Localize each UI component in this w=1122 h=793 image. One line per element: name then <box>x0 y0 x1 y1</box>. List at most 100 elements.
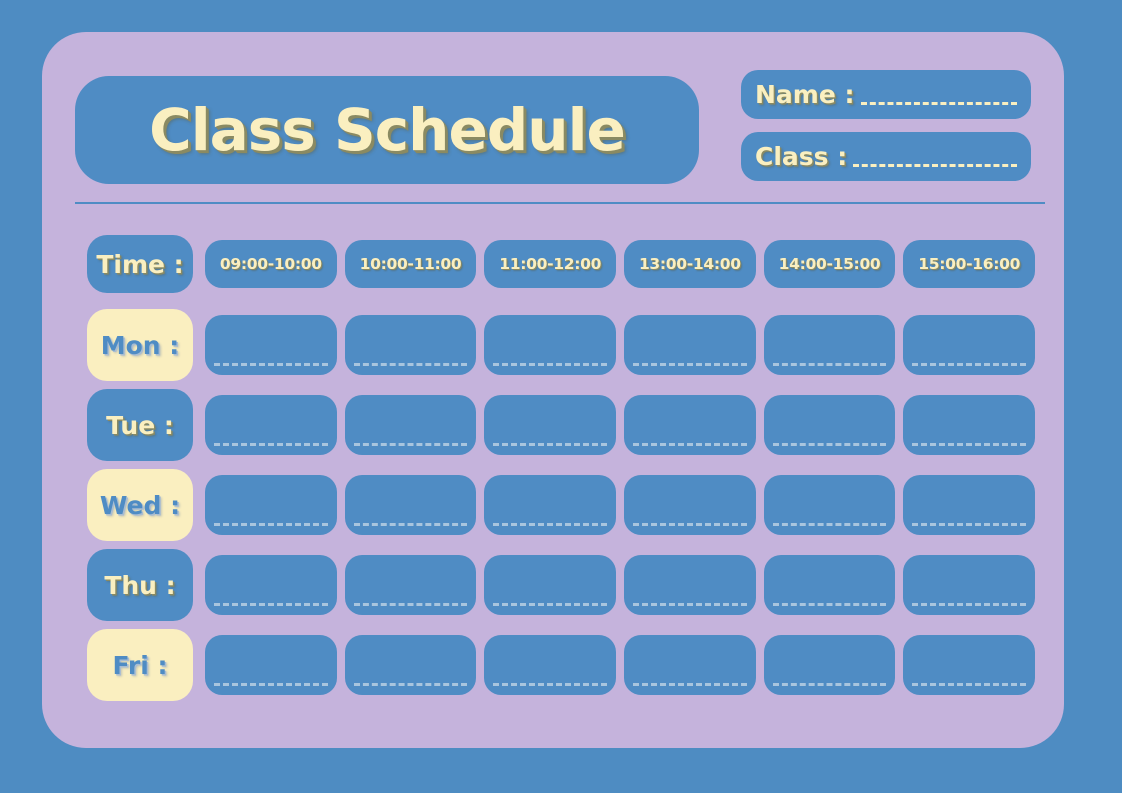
day-label-text: Wed : <box>99 490 181 520</box>
entry-cell[interactable] <box>763 475 896 535</box>
entry-cell[interactable] <box>344 555 477 615</box>
entry-cell[interactable] <box>344 395 477 455</box>
entry-writeline <box>772 363 887 366</box>
time-slot-label: 13:00-14:00 <box>638 255 741 273</box>
class-field-label: Class : <box>755 142 848 171</box>
title-banner: Class Schedule <box>75 76 699 184</box>
entry-cell[interactable] <box>484 395 617 455</box>
time-slot-1: 10:00-11:00 <box>344 240 477 288</box>
entry-cell[interactable] <box>344 475 477 535</box>
entry-writeline <box>353 683 468 686</box>
entry-writeline <box>772 443 887 446</box>
day-entry-list-wed <box>205 467 1036 547</box>
schedule-grid: Time : 09:00-10:00 10:00-11:00 11:00-12:… <box>87 227 1036 707</box>
entry-writeline <box>214 683 328 686</box>
entry-writeline <box>912 603 1027 606</box>
entry-cell[interactable] <box>624 315 756 375</box>
entry-cell[interactable] <box>205 475 337 535</box>
time-slot-list: 09:00-10:00 10:00-11:00 11:00-12:00 13:0… <box>205 227 1036 307</box>
day-label-text: Tue : <box>106 410 174 440</box>
entry-cell[interactable] <box>763 635 896 695</box>
entry-writeline <box>493 443 608 446</box>
entry-writeline <box>353 523 468 526</box>
entry-writeline <box>912 443 1027 446</box>
time-slot-5: 15:00-16:00 <box>903 240 1036 288</box>
entry-cell[interactable] <box>205 395 337 455</box>
entry-cell[interactable] <box>624 555 756 615</box>
name-field-writeline[interactable] <box>860 101 1017 105</box>
entry-writeline <box>493 523 608 526</box>
day-row-fri: Fri : <box>87 627 1036 707</box>
entry-writeline <box>353 603 468 606</box>
time-slot-4: 14:00-15:00 <box>763 240 896 288</box>
schedule-card: Class Schedule Name : Class : Time : 09:… <box>42 32 1064 748</box>
entry-writeline <box>633 603 747 606</box>
entry-writeline <box>214 523 328 526</box>
entry-cell[interactable] <box>763 395 896 455</box>
entry-writeline <box>493 683 608 686</box>
entry-writeline <box>912 523 1027 526</box>
entry-cell[interactable] <box>344 635 477 695</box>
day-row-thu: Thu : <box>87 547 1036 627</box>
time-slot-label: 10:00-11:00 <box>359 255 462 273</box>
entry-cell[interactable] <box>763 315 896 375</box>
entry-cell[interactable] <box>484 475 617 535</box>
day-label-thu: Thu : <box>87 549 193 621</box>
entry-writeline <box>493 363 608 366</box>
entry-writeline <box>214 443 328 446</box>
entry-cell[interactable] <box>903 475 1036 535</box>
time-header-label: Time : <box>87 235 193 293</box>
entry-writeline <box>633 683 747 686</box>
day-entry-list-tue <box>205 387 1036 467</box>
name-field[interactable]: Name : <box>741 70 1031 119</box>
entry-cell[interactable] <box>903 635 1036 695</box>
day-label-wed: Wed : <box>87 469 193 541</box>
class-field[interactable]: Class : <box>741 132 1031 181</box>
entry-writeline <box>772 683 887 686</box>
entry-cell[interactable] <box>344 315 477 375</box>
entry-cell[interactable] <box>205 315 337 375</box>
entry-cell[interactable] <box>763 555 896 615</box>
entry-writeline <box>633 363 747 366</box>
entry-writeline <box>214 363 328 366</box>
day-label-text: Thu : <box>104 570 176 600</box>
entry-writeline <box>772 523 887 526</box>
name-field-label: Name : <box>755 80 855 109</box>
entry-cell[interactable] <box>205 635 337 695</box>
day-row-tue: Tue : <box>87 387 1036 467</box>
entry-cell[interactable] <box>205 555 337 615</box>
entry-cell[interactable] <box>484 635 617 695</box>
day-entry-list-thu <box>205 547 1036 627</box>
entry-cell[interactable] <box>624 475 756 535</box>
time-slot-label: 15:00-16:00 <box>918 255 1021 273</box>
entry-cell[interactable] <box>624 395 756 455</box>
time-slot-0: 09:00-10:00 <box>205 240 337 288</box>
day-label-fri: Fri : <box>87 629 193 701</box>
entry-cell[interactable] <box>903 395 1036 455</box>
entry-cell[interactable] <box>484 315 617 375</box>
time-slot-2: 11:00-12:00 <box>484 240 617 288</box>
entry-writeline <box>633 443 747 446</box>
day-label-text: Fri : <box>112 650 168 680</box>
schedule-header: Class Schedule Name : Class : <box>75 70 1031 195</box>
day-row-wed: Wed : <box>87 467 1036 547</box>
entry-cell[interactable] <box>903 555 1036 615</box>
entry-cell[interactable] <box>624 635 756 695</box>
day-row-mon: Mon : <box>87 307 1036 387</box>
entry-writeline <box>353 363 468 366</box>
time-slot-label: 11:00-12:00 <box>499 255 602 273</box>
time-slot-label: 09:00-10:00 <box>219 255 322 273</box>
class-field-writeline[interactable] <box>853 163 1017 167</box>
entry-writeline <box>633 523 747 526</box>
entry-cell[interactable] <box>903 315 1036 375</box>
entry-writeline <box>772 603 887 606</box>
entry-writeline <box>912 683 1027 686</box>
day-entry-list-mon <box>205 307 1036 387</box>
entry-writeline <box>912 363 1027 366</box>
entry-writeline <box>353 443 468 446</box>
time-header-row: Time : 09:00-10:00 10:00-11:00 11:00-12:… <box>87 227 1036 307</box>
time-slot-3: 13:00-14:00 <box>624 240 756 288</box>
entry-cell[interactable] <box>484 555 617 615</box>
day-label-tue: Tue : <box>87 389 193 461</box>
day-entry-list-fri <box>205 627 1036 707</box>
